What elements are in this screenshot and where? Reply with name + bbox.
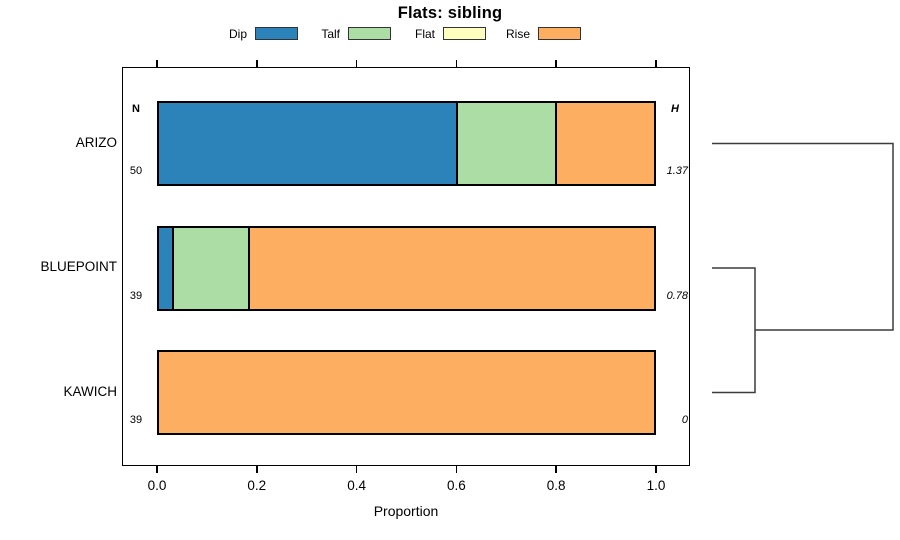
dendrogram bbox=[712, 142, 894, 394]
row-label-kawich: KAWICH bbox=[63, 383, 118, 399]
legend-label: Rise bbox=[505, 26, 530, 41]
bar-kawich bbox=[157, 350, 656, 435]
legend-swatch-dip bbox=[255, 27, 298, 40]
bar-segment-dip bbox=[159, 227, 172, 309]
axis-tick bbox=[455, 466, 458, 473]
legend-swatch-rise bbox=[538, 27, 581, 40]
h-column-header: H bbox=[671, 103, 679, 115]
axis-tick-label: 0.0 bbox=[147, 478, 167, 493]
n-value: 39 bbox=[129, 414, 143, 426]
legend-label: Flat bbox=[414, 26, 435, 41]
n-value: 50 bbox=[129, 165, 143, 177]
axis-tick bbox=[156, 60, 158, 67]
bar-segment-rise bbox=[555, 103, 654, 184]
axis-tick bbox=[455, 60, 458, 67]
bar-segment-talf bbox=[171, 227, 249, 309]
bar-arizo bbox=[157, 101, 656, 186]
axis-tick bbox=[256, 466, 258, 473]
chart-title: Flats: sibling bbox=[397, 4, 503, 22]
legend-label: Dip bbox=[228, 26, 247, 41]
legend-swatch-talf bbox=[348, 27, 391, 40]
bar-segment-talf bbox=[456, 103, 555, 184]
axis-tick bbox=[355, 466, 358, 473]
dendrogram-upper-branch bbox=[712, 142, 894, 331]
axis-tick bbox=[256, 60, 258, 67]
axis-tick bbox=[555, 60, 557, 67]
bar-segment-rise bbox=[248, 227, 654, 309]
h-value: 0 bbox=[681, 414, 688, 426]
bar-bluepoint bbox=[157, 225, 656, 311]
axis-tick bbox=[555, 466, 557, 473]
h-value: 1.37 bbox=[666, 165, 688, 177]
axis-tick-label: 0.8 bbox=[546, 478, 566, 493]
x-axis-label: Proportion bbox=[373, 503, 439, 519]
n-column-header: N bbox=[132, 103, 140, 115]
legend-swatch-flat bbox=[443, 27, 486, 40]
legend-item-rise: Rise bbox=[468, 26, 581, 41]
row-label-arizo: ARIZO bbox=[75, 134, 117, 150]
legend-item-flat: Flat bbox=[373, 26, 486, 41]
legend-item-talf: Talf bbox=[278, 26, 391, 41]
axis-tick-label: 0.4 bbox=[347, 478, 366, 493]
axis-tick bbox=[156, 466, 158, 473]
legend-item-dip: Dip bbox=[185, 26, 298, 41]
axis-tick bbox=[655, 60, 657, 67]
axis-tick bbox=[355, 60, 358, 67]
dendrogram-lower-branch bbox=[712, 267, 756, 394]
h-value: 0.78 bbox=[666, 289, 688, 302]
plot-box bbox=[122, 67, 690, 466]
axis-tick bbox=[655, 466, 657, 473]
legend-label: Talf bbox=[321, 26, 340, 41]
axis-tick-label: 0.2 bbox=[247, 478, 267, 493]
n-value: 39 bbox=[129, 289, 143, 302]
row-label-bluepoint: BLUEPOINT bbox=[40, 259, 117, 274]
axis-tick-label: 1.0 bbox=[646, 478, 666, 493]
bar-segment-rise bbox=[159, 352, 654, 433]
axis-tick-label: 0.6 bbox=[447, 478, 466, 493]
bar-segment-dip bbox=[159, 103, 456, 184]
